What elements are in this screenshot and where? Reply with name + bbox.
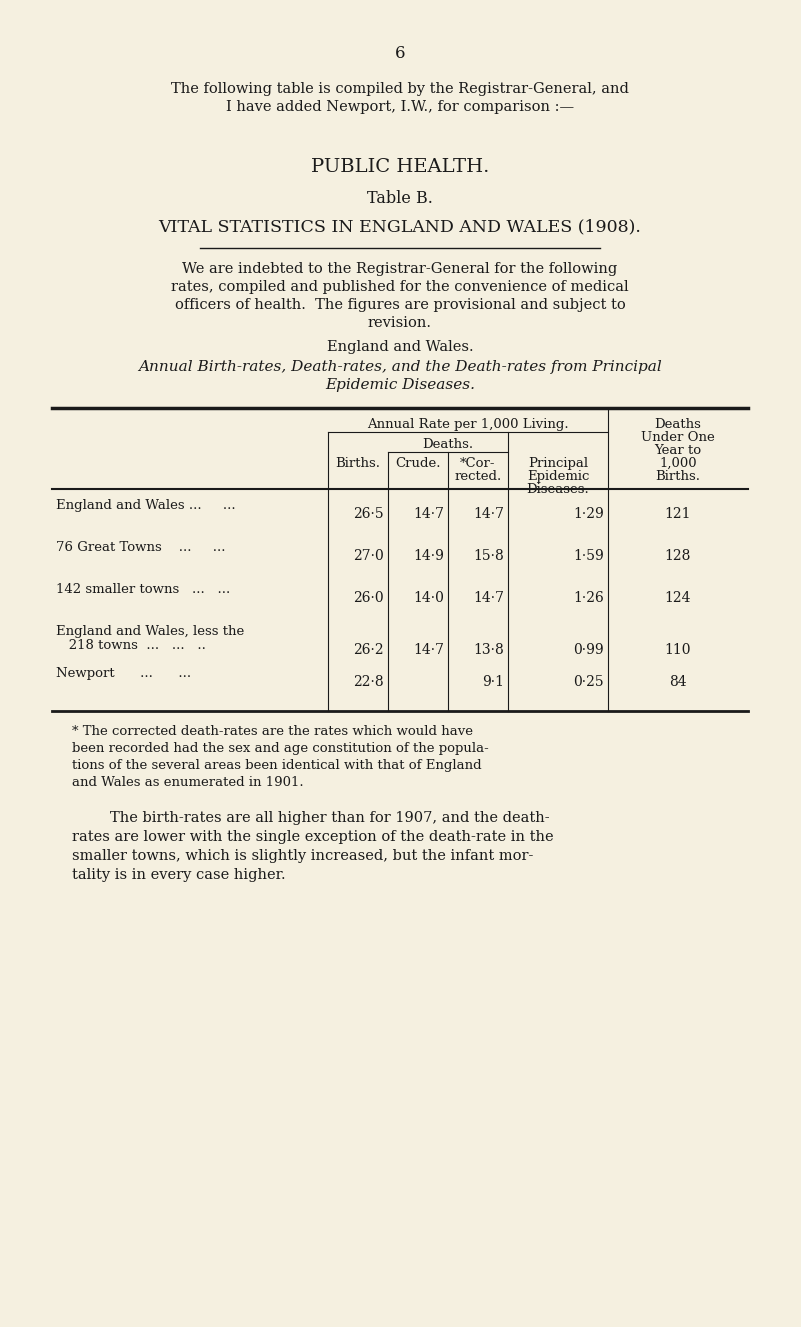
Text: Births.: Births. [336, 456, 380, 470]
Text: 14·7: 14·7 [473, 591, 504, 605]
Text: *Cor-: *Cor- [461, 456, 496, 470]
Text: tions of the several areas been identical with that of England: tions of the several areas been identica… [72, 759, 481, 772]
Text: Crude.: Crude. [395, 456, 441, 470]
Text: 27·0: 27·0 [353, 549, 384, 563]
Text: 218 towns  ...   ...   ..: 218 towns ... ... .. [56, 640, 206, 652]
Text: 6: 6 [395, 45, 405, 62]
Text: 26·0: 26·0 [353, 591, 384, 605]
Text: PUBLIC HEALTH.: PUBLIC HEALTH. [311, 158, 489, 176]
Text: 15·8: 15·8 [473, 549, 504, 563]
Text: 26·2: 26·2 [353, 644, 384, 657]
Text: rates, compiled and published for the convenience of medical: rates, compiled and published for the co… [171, 280, 629, 295]
Text: Annual Birth-rates, Death-rates, and the Death-rates from Principal: Annual Birth-rates, Death-rates, and the… [138, 360, 662, 374]
Text: 14·7: 14·7 [413, 644, 444, 657]
Text: been recorded had the sex and age constitution of the popula-: been recorded had the sex and age consti… [72, 742, 489, 755]
Text: England and Wales ...     ...: England and Wales ... ... [56, 499, 235, 512]
Text: * The corrected death-rates are the rates which would have: * The corrected death-rates are the rate… [72, 725, 473, 738]
Text: 84: 84 [669, 675, 686, 689]
Text: VITAL STATISTICS IN ENGLAND AND WALES (1908).: VITAL STATISTICS IN ENGLAND AND WALES (1… [159, 218, 642, 235]
Text: 76 Great Towns    ...     ...: 76 Great Towns ... ... [56, 541, 226, 553]
Text: Births.: Births. [655, 470, 701, 483]
Text: Epidemic: Epidemic [527, 470, 590, 483]
Text: 1·59: 1·59 [574, 549, 604, 563]
Text: rates are lower with the single exception of the death-rate in the: rates are lower with the single exceptio… [72, 829, 553, 844]
Text: 14·7: 14·7 [473, 507, 504, 522]
Text: 14·9: 14·9 [413, 549, 444, 563]
Text: Annual Rate per 1,000 Living.: Annual Rate per 1,000 Living. [367, 418, 569, 431]
Text: 13·8: 13·8 [473, 644, 504, 657]
Text: We are indebted to the Registrar-General for the following: We are indebted to the Registrar-General… [183, 261, 618, 276]
Text: 124: 124 [665, 591, 691, 605]
Text: Principal: Principal [528, 456, 588, 470]
Text: officers of health.  The figures are provisional and subject to: officers of health. The figures are prov… [175, 299, 626, 312]
Text: The following table is compiled by the Registrar-General, and: The following table is compiled by the R… [171, 82, 629, 96]
Text: 121: 121 [665, 507, 691, 522]
Text: 1,000: 1,000 [659, 456, 697, 470]
Text: Newport      ...      ...: Newport ... ... [56, 667, 191, 679]
Text: Table B.: Table B. [367, 190, 433, 207]
Text: 14·7: 14·7 [413, 507, 444, 522]
Text: 26·5: 26·5 [353, 507, 384, 522]
Text: 0·25: 0·25 [574, 675, 604, 689]
Text: Deaths.: Deaths. [422, 438, 473, 451]
Text: 14·0: 14·0 [413, 591, 444, 605]
Text: Epidemic Diseases.: Epidemic Diseases. [325, 378, 475, 391]
Text: and Wales as enumerated in 1901.: and Wales as enumerated in 1901. [72, 776, 304, 790]
Text: 110: 110 [665, 644, 691, 657]
Text: 142 smaller towns   ...   ...: 142 smaller towns ... ... [56, 583, 230, 596]
Text: The birth-rates are all higher than for 1907, and the death-: The birth-rates are all higher than for … [110, 811, 549, 825]
Text: 22·8: 22·8 [353, 675, 384, 689]
Text: I have added Newport, I.W., for comparison :—: I have added Newport, I.W., for comparis… [226, 100, 574, 114]
Text: Year to: Year to [654, 445, 702, 456]
Text: Diseases.: Diseases. [526, 483, 590, 496]
Text: 128: 128 [665, 549, 691, 563]
Text: 0·99: 0·99 [574, 644, 604, 657]
Text: 1·29: 1·29 [574, 507, 604, 522]
Text: England and Wales.: England and Wales. [327, 340, 473, 354]
Text: tality is in every case higher.: tality is in every case higher. [72, 868, 286, 882]
Text: England and Wales, less the: England and Wales, less the [56, 625, 244, 638]
Text: Under One: Under One [641, 431, 714, 445]
Text: revision.: revision. [368, 316, 432, 330]
Text: smaller towns, which is slightly increased, but the infant mor-: smaller towns, which is slightly increas… [72, 849, 533, 863]
Text: 9·1: 9·1 [482, 675, 504, 689]
Text: Deaths: Deaths [654, 418, 702, 431]
Text: rected.: rected. [454, 470, 501, 483]
Text: 1·26: 1·26 [574, 591, 604, 605]
